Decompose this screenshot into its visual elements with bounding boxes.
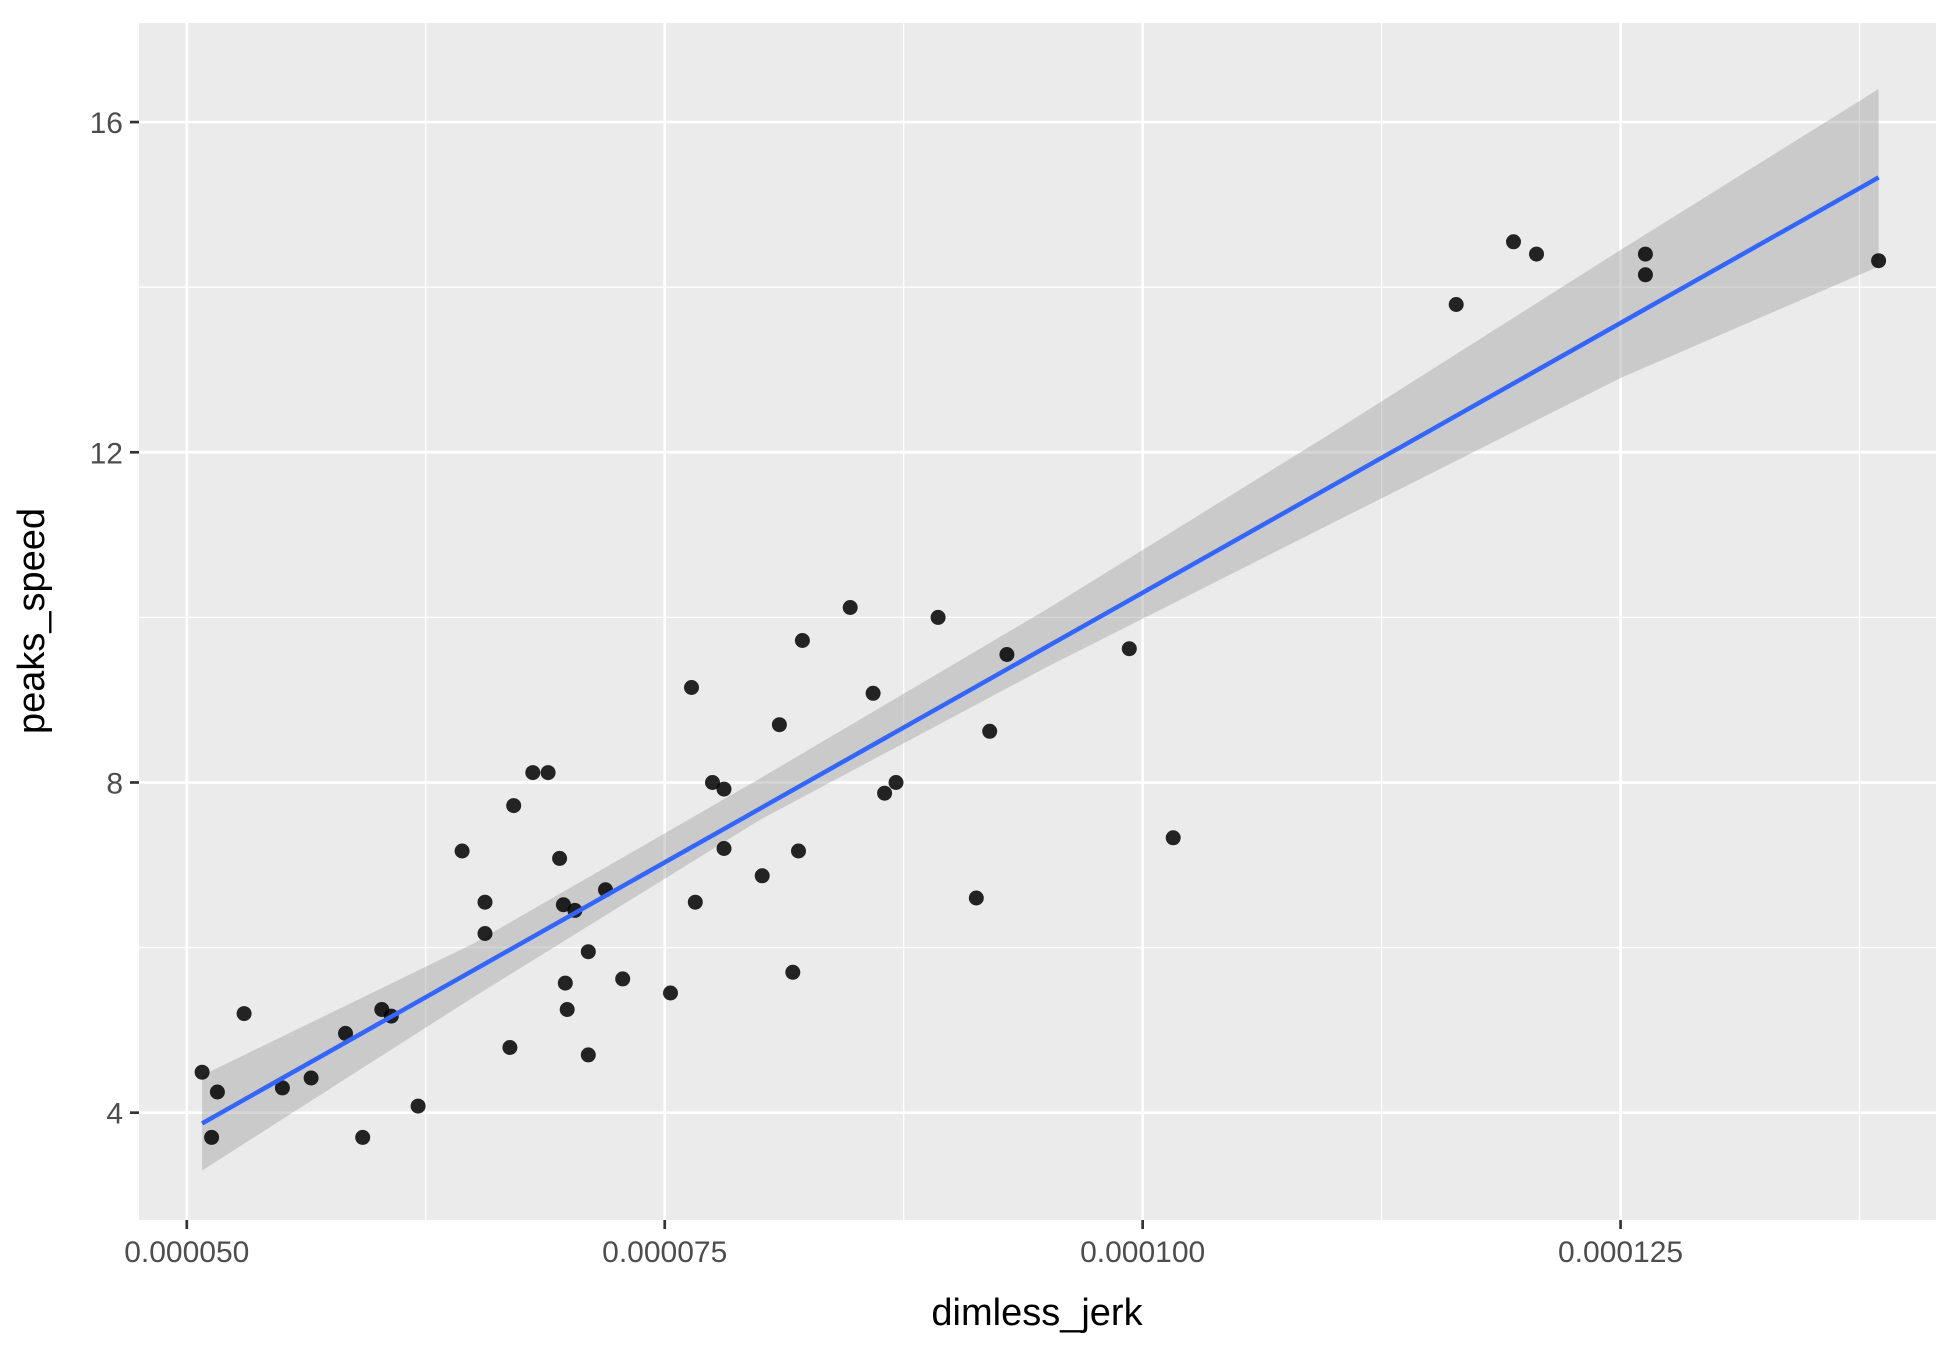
- data-point: [540, 765, 556, 781]
- regression-line: [200, 175, 1880, 1126]
- data-point: [716, 781, 732, 797]
- x-axis-title: dimless_jerk: [931, 1292, 1143, 1334]
- data-point: [552, 850, 568, 866]
- y-axis-title: peaks_speed: [11, 508, 53, 734]
- data-point: [477, 926, 493, 941]
- data-point: [888, 775, 904, 790]
- data-point: [502, 1040, 518, 1055]
- data-point: [1448, 297, 1464, 312]
- data-point: [663, 985, 678, 1001]
- panel-background: [139, 23, 1936, 1220]
- data-point: [705, 775, 720, 790]
- data-point: [615, 971, 631, 987]
- data-point: [865, 685, 881, 701]
- grid-major: [139, 23, 1936, 1220]
- data-point: [506, 798, 522, 814]
- data-point: [771, 717, 787, 733]
- data-point: [204, 1129, 220, 1145]
- x-tick-label: 0.000050: [124, 1236, 249, 1269]
- data-point: [209, 1084, 225, 1100]
- y-tick-label: 16: [90, 107, 123, 140]
- data-point: [1637, 246, 1653, 262]
- data-point: [968, 890, 984, 906]
- x-tick-label: 0.000075: [602, 1236, 727, 1269]
- data-point: [236, 1006, 252, 1022]
- data-point: [1506, 234, 1521, 250]
- data-point: [557, 975, 573, 991]
- data-point: [274, 1080, 290, 1096]
- data-point: [684, 680, 699, 695]
- data-points: [194, 234, 1887, 1145]
- x-axis: 0.000050 0.000075 0.000100 0.000125: [124, 1220, 1683, 1269]
- data-point: [1871, 253, 1887, 269]
- data-point: [194, 1064, 210, 1080]
- data-point: [355, 1129, 371, 1145]
- data-point: [303, 1070, 319, 1086]
- data-point: [785, 964, 801, 980]
- data-point: [930, 609, 946, 625]
- data-point: [580, 944, 596, 960]
- y-tick-label: 4: [106, 1098, 123, 1131]
- data-point: [687, 894, 703, 910]
- data-point: [410, 1098, 426, 1114]
- data-point: [555, 897, 571, 913]
- data-point: [454, 843, 470, 859]
- data-point: [982, 723, 998, 739]
- grid-minor: [139, 23, 1936, 1220]
- data-point: [842, 600, 858, 615]
- data-point: [877, 785, 893, 801]
- x-tick-label: 0.000125: [1558, 1236, 1683, 1269]
- data-point: [580, 1047, 596, 1063]
- data-point: [716, 841, 732, 856]
- data-point: [1637, 267, 1653, 283]
- data-point: [794, 633, 810, 648]
- data-point: [754, 868, 770, 884]
- confidence-band: [202, 89, 1879, 1171]
- data-point: [1165, 830, 1181, 846]
- data-point: [1121, 641, 1137, 657]
- data-point: [1529, 246, 1544, 262]
- data-point: [477, 894, 493, 910]
- x-tick-label: 0.000100: [1080, 1236, 1205, 1269]
- y-tick-label: 12: [90, 437, 123, 470]
- y-axis: 4 8 12 16: [90, 107, 139, 1131]
- data-point: [559, 1002, 575, 1017]
- y-tick-label: 8: [106, 767, 123, 800]
- data-point: [525, 765, 541, 781]
- data-point: [791, 843, 806, 859]
- data-point: [999, 647, 1015, 662]
- data-point: [338, 1025, 353, 1041]
